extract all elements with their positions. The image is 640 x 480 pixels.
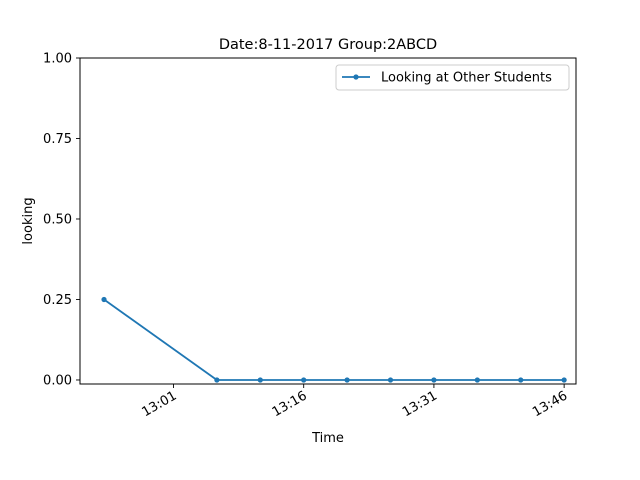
axes-frame: [79, 57, 577, 385]
data-point: [561, 377, 567, 383]
data-point: [431, 377, 437, 383]
data-point: [387, 377, 394, 383]
series-line: [103, 298, 565, 381]
y-tick-label: 1.00: [43, 52, 72, 67]
chart-title: Date:8-11-2017 Group:2ABCD: [219, 37, 437, 53]
y-tick-label: 0.50: [43, 212, 72, 227]
y-tick-label: 0.25: [43, 293, 72, 308]
plot-area: [80, 58, 576, 384]
legend-series-label: Looking at Other Students: [381, 71, 552, 86]
data-point: [518, 377, 524, 383]
data-point: [214, 377, 220, 383]
legend: Looking at Other Students: [335, 64, 570, 91]
data-point: [257, 377, 263, 383]
x-axis-label: Time: [311, 431, 344, 446]
y-axis-label: looking: [21, 197, 36, 244]
y-tick-label: 0.75: [43, 132, 72, 147]
y-tick-label: 0.00: [43, 373, 72, 388]
data-point: [301, 377, 307, 383]
series-layer: [101, 296, 567, 383]
legend-series-marker: [353, 74, 359, 80]
y-axis: 0.00 0.25 0.50 0.75 1.00: [43, 52, 80, 388]
data-point: [474, 377, 480, 383]
data-point: [344, 377, 350, 383]
legend-box: [335, 64, 570, 91]
data-point: [101, 296, 107, 303]
